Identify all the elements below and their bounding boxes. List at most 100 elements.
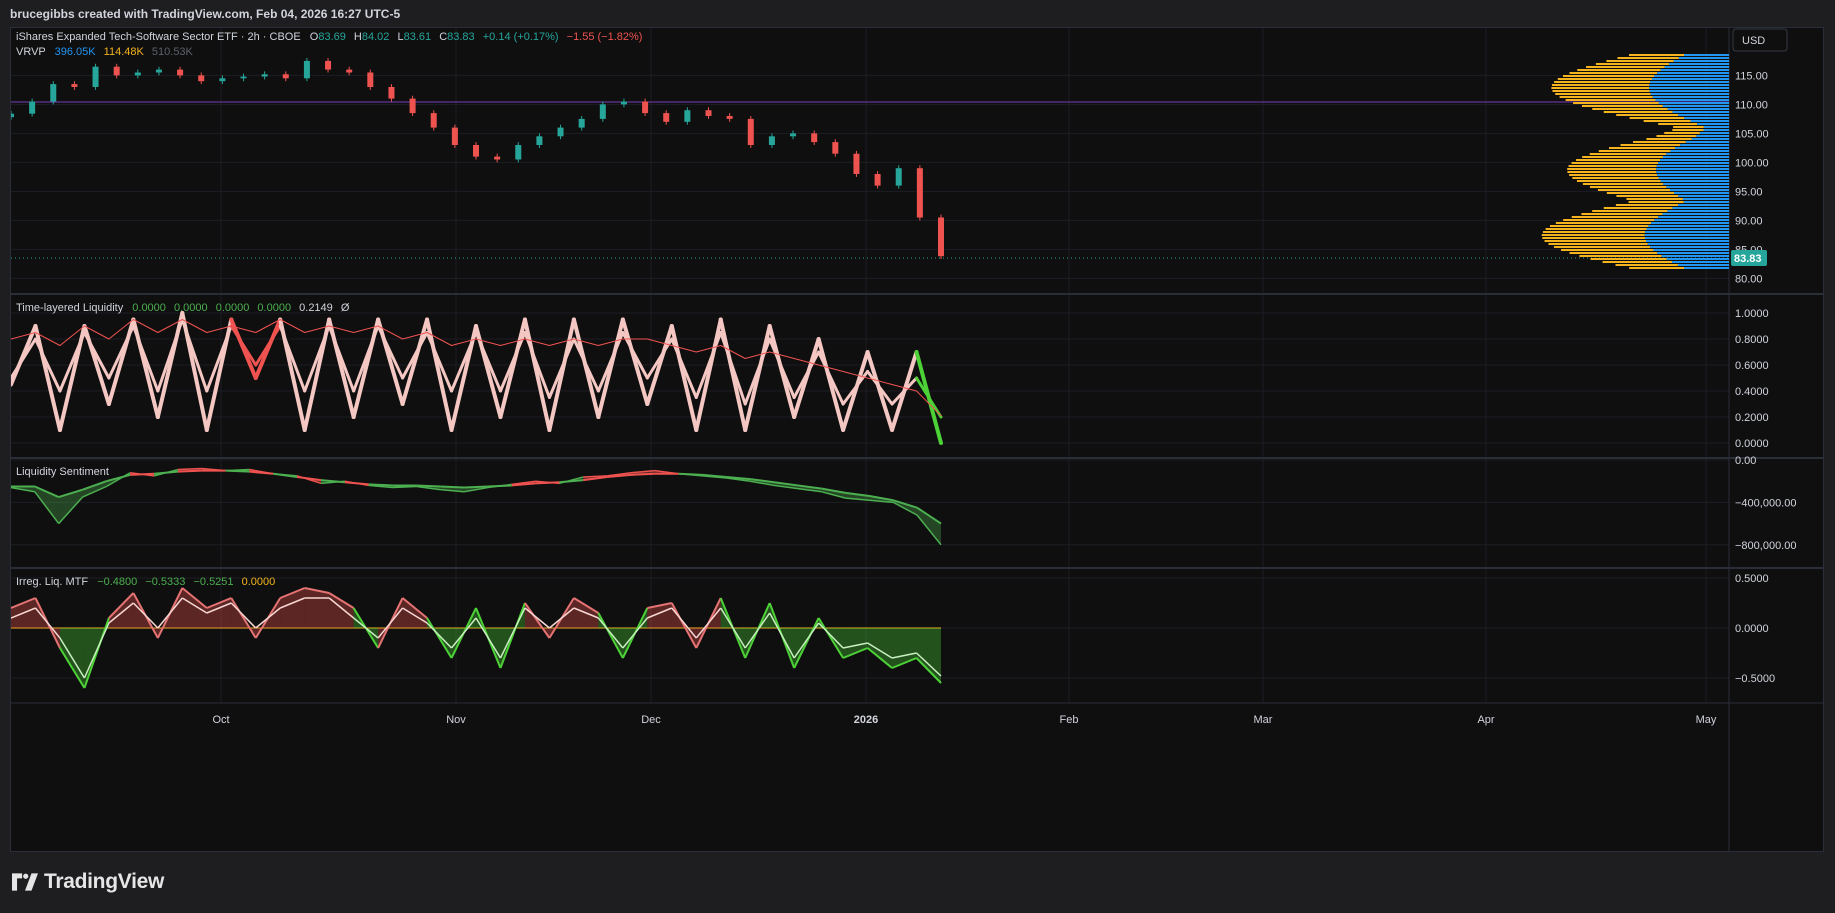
- price-candles[interactable]: [8, 58, 944, 260]
- chart-frame[interactable]: 115.00110.00105.00100.0095.0090.0085.008…: [8, 27, 1824, 852]
- last-price-badge: 83.83: [1731, 250, 1767, 266]
- irr-series-b-segment: [524, 607, 550, 629]
- volume-bar-up: [1650, 81, 1729, 83]
- volume-bar-down: [1646, 138, 1692, 140]
- ls-slow-segment: [464, 485, 488, 489]
- tll-series-1-segment: [254, 324, 282, 367]
- ls-slow-segment: [821, 487, 846, 494]
- ls-slow-segment: [368, 483, 393, 487]
- volume-bar-up: [1678, 195, 1729, 197]
- volume-bar-up: [1666, 258, 1729, 260]
- tll-series-1-segment: [425, 331, 454, 393]
- tll-series-0-segment: [229, 317, 258, 380]
- volume-bar-up: [1680, 144, 1729, 146]
- volume-bar-up: [1674, 192, 1729, 194]
- candle-body: [50, 84, 57, 102]
- volume-bar-up: [1678, 114, 1729, 116]
- tll-series-1-segment: [841, 370, 870, 406]
- volume-bar-down: [1656, 135, 1697, 137]
- tll-series-1-segment: [33, 337, 62, 393]
- volume-bar-down: [1559, 96, 1653, 98]
- ls-fast-segment: [726, 477, 751, 482]
- y-tick-label: 95.00: [1735, 186, 1763, 198]
- candle-body: [768, 136, 775, 145]
- currency-button[interactable]: USD: [1732, 28, 1788, 52]
- irr-fill-segment: [892, 628, 917, 668]
- time-layered-liquidity-lines: [9, 311, 943, 445]
- ls-slow-segment: [583, 475, 608, 482]
- tll-series-1-segment: [9, 337, 37, 380]
- tll-series-1-segment: [498, 331, 527, 393]
- candle-body: [916, 168, 923, 218]
- tll-series-0-segment: [596, 317, 625, 419]
- irr-fill-segment: [304, 588, 330, 628]
- candle-body: [451, 127, 458, 145]
- ls-fast-segment: [511, 480, 536, 486]
- volume-bar-down: [1551, 87, 1650, 89]
- time-axis[interactable]: Oct Nov Dec 2026 Feb Mar Apr May: [212, 714, 1716, 726]
- tll-series-0-segment: [253, 317, 283, 380]
- volume-bar-up: [1684, 54, 1729, 56]
- candle-body: [536, 136, 543, 145]
- candle-body: [578, 118, 585, 128]
- y-tick-label: 80.00: [1735, 273, 1763, 285]
- candle-body: [261, 74, 268, 77]
- tll-series-2-segment: [181, 319, 208, 333]
- volume-bar-down: [1582, 156, 1663, 158]
- irr-fill-segment: [329, 593, 354, 628]
- tll-series-2-segment: [499, 338, 526, 346]
- irr-series-b-segment: [10, 607, 36, 619]
- ls-slow-segment: [916, 506, 942, 525]
- tll-series-2-segment: [475, 338, 501, 346]
- ls-slow-segment: [511, 482, 536, 487]
- volume-bar-up: [1678, 204, 1729, 206]
- ls-fast-segment: [392, 485, 417, 489]
- candle-body: [325, 60, 332, 70]
- volume-bar-down: [1557, 78, 1652, 80]
- irr-series-b-segment: [108, 602, 134, 624]
- tll-series-0-segment: [522, 317, 552, 432]
- volume-bar-up: [1656, 168, 1729, 170]
- volume-bar-down: [1542, 237, 1645, 239]
- candle-body: [92, 66, 99, 87]
- ls-fast-segment: [869, 499, 894, 504]
- y-tick-label: 100.00: [1735, 157, 1769, 169]
- volume-bar-up: [1667, 108, 1729, 110]
- volume-bar-down: [1629, 267, 1685, 269]
- price-axes[interactable]: 115.00110.00105.00100.0095.0090.0085.008…: [1735, 70, 1796, 685]
- y-tick-label: 115.00: [1735, 70, 1768, 82]
- volume-bar-down: [1577, 69, 1661, 71]
- volume-bar-up: [1666, 153, 1729, 155]
- ls-slow-segment: [34, 485, 60, 499]
- tll-series-1-segment: [450, 331, 478, 393]
- change-value-2: −1.55 (−1.82%): [567, 31, 643, 43]
- tll-series-2-segment: [916, 390, 942, 417]
- ls-fast-segment: [797, 487, 822, 493]
- volume-bar-down: [1589, 153, 1667, 155]
- irr-series-b-segment: [744, 612, 771, 649]
- volume-bar-down: [1582, 105, 1663, 107]
- volume-bar-up: [1648, 225, 1729, 227]
- tll-series-1-segment: [547, 337, 576, 399]
- tll-series-1-segment: [229, 324, 258, 367]
- main-legend: iShares Expanded Tech-Software Sector ET…: [16, 31, 642, 43]
- ls-slow-segment: [607, 473, 632, 478]
- tll-series-2-segment: [304, 325, 330, 333]
- irr-series-b-segment: [573, 607, 599, 619]
- candle-body: [29, 101, 36, 114]
- volume-bar-down: [1606, 60, 1674, 62]
- ls-slow-segment: [893, 499, 918, 509]
- tll-series-2-segment: [695, 345, 722, 353]
- volume-bar-up: [1657, 72, 1729, 74]
- tll-series-1-segment: [817, 350, 845, 406]
- volume-bar-up: [1684, 117, 1729, 119]
- candle-body: [557, 127, 564, 137]
- irr-series-a-segment: [499, 602, 526, 669]
- x-tick-label: 2026: [854, 714, 878, 726]
- tll-series-1-segment: [596, 331, 625, 393]
- tll-series-1-segment: [303, 324, 331, 393]
- irr-series-a-segment: [670, 602, 698, 649]
- tll-series-1-segment: [376, 324, 405, 380]
- chart-svg[interactable]: 115.00110.00105.00100.0095.0090.0085.008…: [8, 28, 1823, 851]
- tll-series-2-segment: [573, 338, 599, 346]
